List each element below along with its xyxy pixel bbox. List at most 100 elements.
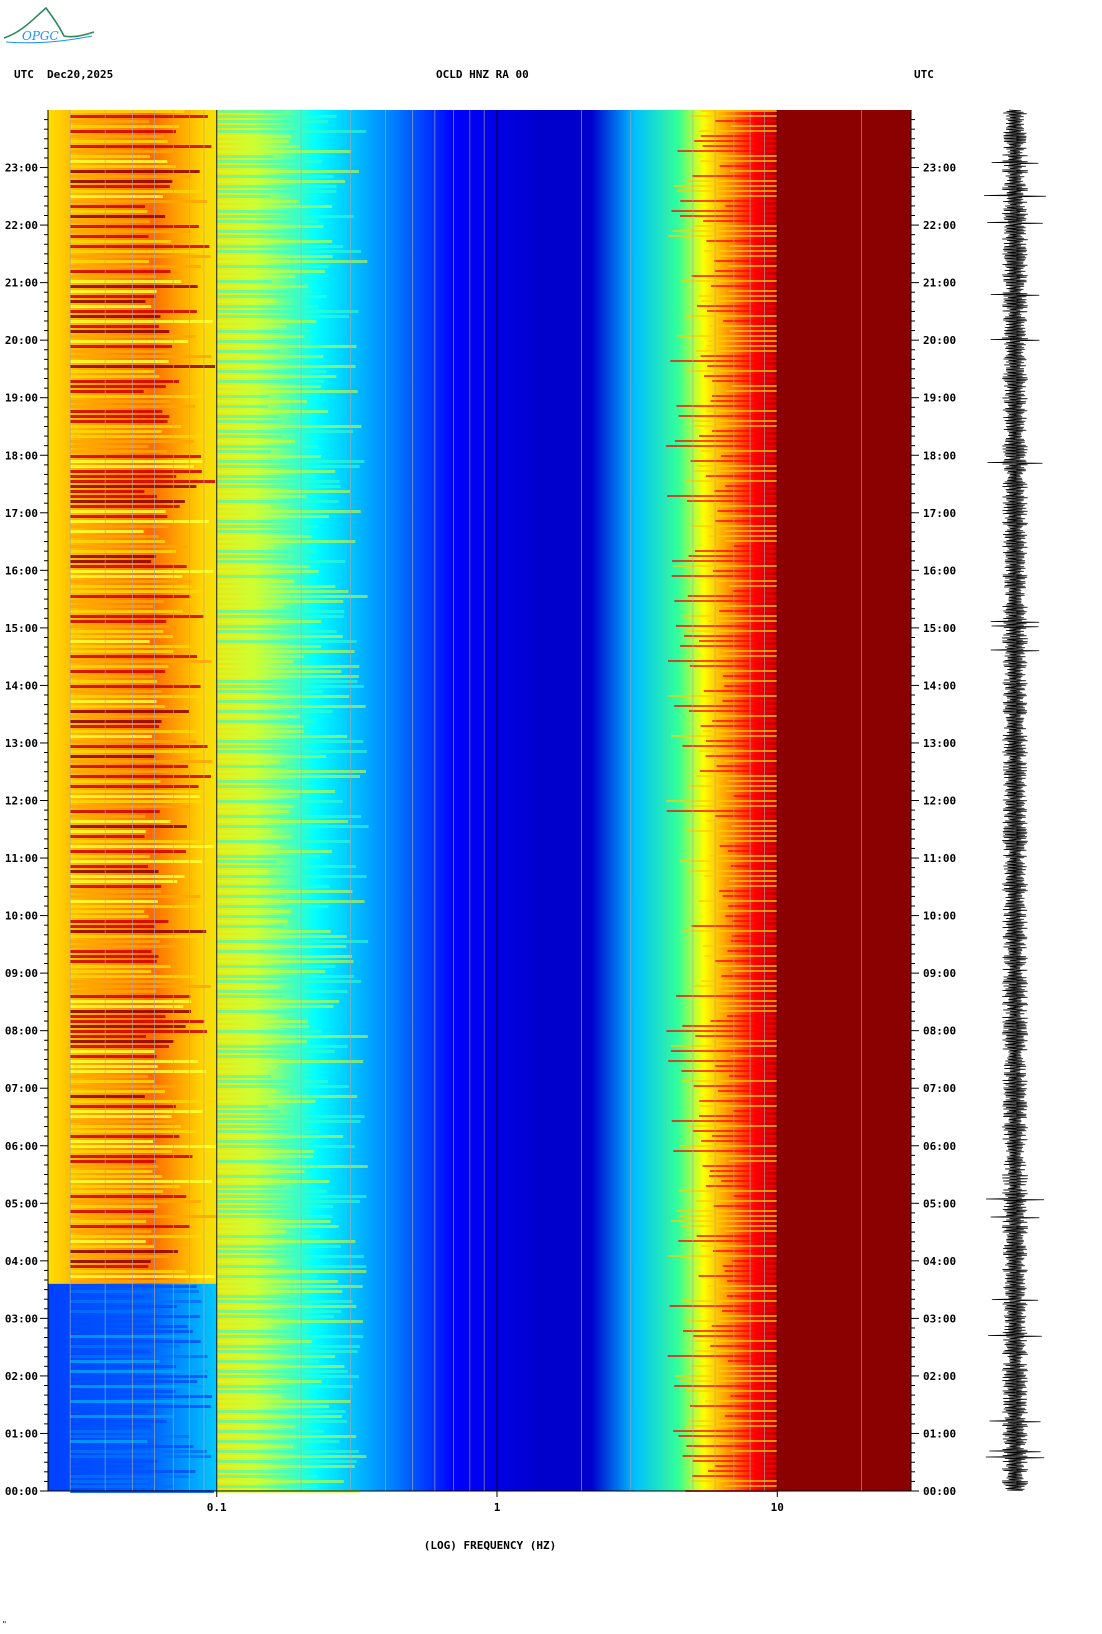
band-stripe: [70, 775, 211, 778]
band-stripe: [712, 380, 778, 382]
band-stripe: [216, 600, 344, 603]
band-stripe: [70, 1175, 163, 1178]
band-stripe: [70, 845, 214, 848]
band-stripe: [70, 130, 177, 133]
band-stripe: [70, 485, 197, 488]
band-stripe: [216, 1115, 365, 1118]
band-stripe: [216, 1000, 340, 1003]
band-stripe: [701, 300, 778, 302]
band-stripe: [216, 605, 285, 608]
band-stripe: [216, 760, 280, 763]
y-tick-label-right: 02:00: [923, 1370, 956, 1383]
band-stripe: [216, 845, 281, 848]
band-stripe: [70, 890, 161, 893]
band-stripe: [216, 515, 329, 518]
band-stripe: [727, 265, 778, 267]
band-stripe: [732, 590, 778, 592]
band-stripe: [70, 1405, 211, 1408]
x-tick-label: 0.1: [207, 1501, 227, 1514]
band-stripe: [70, 180, 173, 183]
band-stripe: [216, 285, 308, 288]
band-stripe: [691, 275, 778, 277]
band-stripe: [216, 1060, 364, 1063]
band-stripe: [692, 1475, 778, 1477]
band-stripe: [700, 355, 778, 357]
band-stripe: [70, 940, 160, 943]
band-stripe: [216, 1170, 305, 1173]
band-stripe: [216, 1010, 303, 1013]
band-stripe: [70, 205, 146, 208]
band-stripe: [708, 1470, 778, 1472]
band-stripe: [70, 455, 202, 458]
band-stripe: [70, 1055, 157, 1058]
band-stripe: [70, 525, 169, 528]
band-stripe: [670, 1050, 778, 1052]
band-stripe: [216, 740, 364, 743]
band-stripe: [70, 1235, 202, 1238]
band-stripe: [727, 885, 778, 887]
band-stripe: [732, 970, 778, 972]
band-stripe: [700, 450, 778, 452]
band-stripe: [70, 680, 157, 683]
band-stripe: [216, 1460, 357, 1463]
band-stripe: [216, 210, 305, 213]
band-stripe: [216, 180, 346, 183]
band-stripe: [70, 245, 210, 248]
band-stripe: [732, 1260, 778, 1262]
band-stripe: [733, 545, 778, 547]
band-stripe: [70, 170, 200, 173]
band-stripe: [704, 955, 778, 957]
band-stripe: [70, 475, 177, 478]
band-stripe: [216, 380, 325, 383]
band-stripe: [216, 400, 307, 403]
band-stripe: [707, 1285, 778, 1287]
band-stripe: [699, 130, 778, 132]
band-stripe: [216, 115, 337, 118]
band-stripe: [683, 1330, 778, 1332]
band-stripe: [728, 905, 778, 907]
band-stripe: [216, 1215, 333, 1218]
band-stripe: [70, 1455, 211, 1458]
band-stripe: [216, 1360, 319, 1363]
band-stripe: [216, 560, 346, 563]
band-stripe: [216, 1095, 358, 1098]
band-stripe: [705, 475, 778, 477]
band-stripe: [70, 1450, 207, 1453]
band-stripe: [70, 620, 167, 623]
band-stripe: [216, 1220, 331, 1223]
band-stripe: [729, 170, 778, 172]
band-stripe: [679, 860, 778, 862]
band-stripe: [216, 330, 310, 333]
band-stripe: [70, 900, 158, 903]
band-stripe: [714, 270, 778, 272]
band-stripe: [733, 1110, 778, 1112]
band-stripe: [668, 1255, 778, 1257]
band-stripe: [670, 1220, 778, 1222]
band-stripe: [70, 570, 214, 573]
band-stripe: [695, 1035, 778, 1037]
y-tick-label-left: 18:00: [5, 449, 38, 462]
band-stripe: [707, 365, 778, 367]
y-tick-label-right: 00:00: [923, 1485, 956, 1498]
band-stripe: [674, 1385, 778, 1387]
band-stripe: [714, 490, 778, 492]
band-stripe: [70, 1370, 209, 1373]
y-tick-label-left: 22:00: [5, 219, 38, 232]
band-stripe: [678, 1215, 778, 1217]
band-stripe: [70, 470, 202, 473]
band-stripe: [70, 365, 216, 368]
band-stripe: [216, 265, 329, 268]
band-stripe: [216, 905, 329, 908]
band-stripe: [671, 575, 778, 577]
band-stripe: [716, 765, 778, 767]
band-stripe: [687, 1420, 778, 1422]
band-stripe: [70, 1010, 192, 1013]
band-stripe: [216, 610, 345, 613]
band-stripe: [697, 900, 778, 902]
band-stripe: [216, 735, 348, 738]
y-tick-label-right: 23:00: [923, 162, 956, 175]
band-stripe: [216, 1065, 278, 1068]
y-tick-label-right: 18:00: [923, 449, 956, 462]
band-stripe: [730, 1055, 778, 1057]
saturated-high-frequency-block: [777, 110, 911, 1491]
